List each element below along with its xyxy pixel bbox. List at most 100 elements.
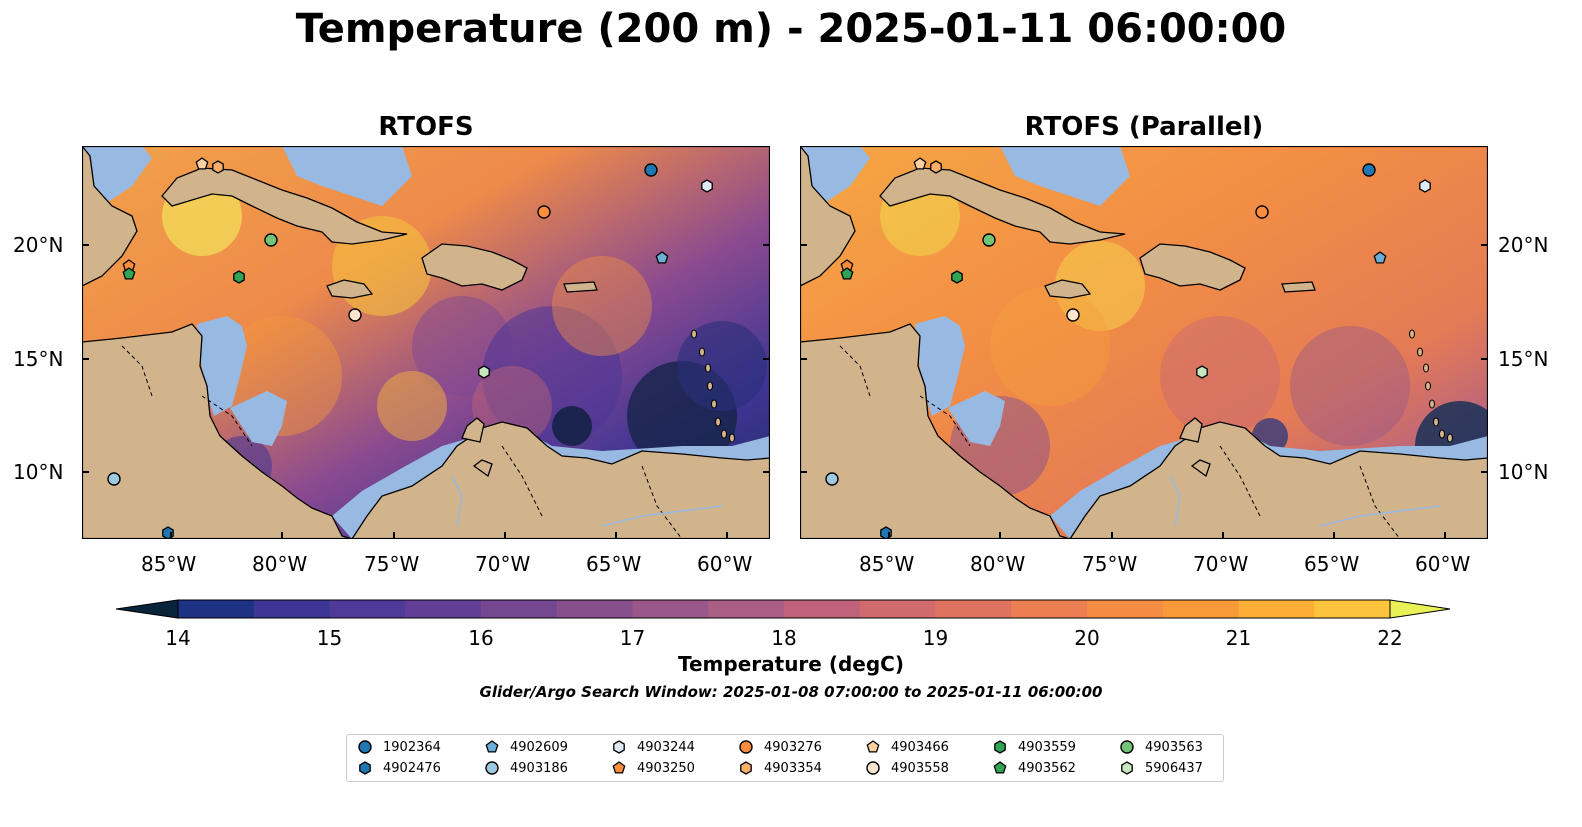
legend-item-4903466: 4903466 — [865, 737, 949, 757]
colorbar-tick-19: 19 — [922, 626, 949, 650]
colorbar-tick-20: 20 — [1074, 626, 1100, 650]
legend-item-1902364: 1902364 — [357, 737, 441, 757]
legend-item-4903563: 4903563 — [1119, 737, 1203, 757]
lat-tick-left-2: 10°N — [13, 460, 64, 484]
colorbar-tick-16: 16 — [468, 626, 494, 650]
map-panel-rtofs-parallel — [800, 146, 1488, 539]
hispaniola-land — [1139, 243, 1246, 291]
float-marker-5906437 — [1196, 365, 1208, 379]
colorbar-tick-21: 21 — [1225, 626, 1252, 650]
circle-marker-icon — [1120, 740, 1134, 754]
legend-label: 4903354 — [764, 760, 822, 776]
legend-item-4903250: 4903250 — [611, 758, 695, 778]
country-borders — [121, 345, 683, 539]
float-marker-4903186 — [825, 472, 839, 486]
legend-item-5906437: 5906437 — [1119, 758, 1203, 778]
float-marker-4903563 — [982, 233, 996, 247]
colorbar-tick-17: 17 — [619, 626, 646, 650]
legend-label: 1902364 — [383, 739, 441, 755]
colorbar-bin-5 — [556, 600, 633, 618]
panel-title-rtofs: RTOFS — [378, 112, 474, 142]
map-panel-rtofs — [82, 146, 770, 539]
lon-tick-right-4: 65°W — [1304, 552, 1360, 576]
legend-label: 4902609 — [510, 739, 568, 755]
lon-tick-right-2: 75°W — [1082, 552, 1138, 576]
pentagon-marker-icon — [612, 761, 626, 774]
colorbar — [116, 599, 1451, 619]
map-frame — [800, 146, 1488, 539]
float-marker-4903563 — [264, 233, 278, 247]
lat-tick-left-0: 20°N — [13, 233, 64, 257]
lon-tick-right-3: 70°W — [1193, 552, 1249, 576]
colorbar-bin-10 — [935, 600, 1012, 618]
yucatan-land — [800, 146, 856, 287]
pentagon-marker-icon — [485, 740, 499, 753]
float-marker-4903244 — [1419, 179, 1431, 193]
legend-label: 4903186 — [510, 760, 568, 776]
legend-item-4903354: 4903354 — [738, 758, 822, 778]
lon-tick-right-5: 60°W — [1415, 552, 1471, 576]
rivers — [451, 475, 723, 527]
colorbar-extend-high — [1389, 599, 1451, 619]
float-marker-4903558 — [1066, 308, 1080, 322]
puerto-rico-land — [563, 281, 598, 293]
jamaica-land — [1044, 279, 1092, 299]
float-marker-4903466 — [913, 157, 927, 170]
legend-item-4903558: 4903558 — [865, 758, 949, 778]
float-marker-4903244 — [701, 179, 713, 193]
float-marker-4903186 — [107, 472, 121, 486]
legend-item-4902609: 4902609 — [484, 737, 568, 757]
pentagon-marker-icon — [993, 761, 1007, 774]
search-window-text: Glider/Argo Search Window: 2025-01-08 07… — [479, 683, 1103, 701]
cuba-land — [161, 167, 408, 245]
hexagon-marker-icon — [994, 740, 1006, 754]
pentagon-marker-icon — [866, 740, 880, 753]
float-marker-4903559 — [233, 270, 245, 284]
float-marker-4903354 — [212, 160, 224, 174]
lon-tick-left-0: 85°W — [141, 552, 197, 576]
float-marker-4902609 — [655, 251, 669, 264]
hexagon-marker-icon — [1121, 761, 1133, 775]
circle-marker-icon — [866, 761, 880, 775]
cuba-land — [879, 167, 1126, 245]
legend-item-4903559: 4903559 — [992, 737, 1076, 757]
float-marker-1902364 — [1362, 163, 1376, 177]
south-america-land — [1069, 421, 1488, 539]
float-marker-4903354 — [930, 160, 942, 174]
lat-tick-right-2: 10°N — [1498, 460, 1549, 484]
float-marker-4902609 — [1373, 251, 1387, 264]
colorbar-bin-9 — [859, 600, 936, 618]
legend-label: 4903276 — [764, 739, 822, 755]
legend-item-4903276: 4903276 — [738, 737, 822, 757]
float-marker-4903276 — [537, 205, 551, 219]
lon-tick-right-1: 80°W — [970, 552, 1026, 576]
legend-label: 4903466 — [891, 739, 949, 755]
colorbar-label: Temperature (degC) — [678, 652, 904, 676]
puerto-rico-land — [1281, 281, 1316, 293]
colorbar-bin-12 — [1087, 600, 1164, 618]
legend-label: 4903558 — [891, 760, 949, 776]
colorbar-tick-14: 14 — [165, 626, 191, 650]
float-marker-4903562 — [840, 267, 854, 280]
legend: 1902364 4902476 4902609 4903186 4903244 49032… — [346, 734, 1224, 782]
colorbar-bin-14 — [1238, 600, 1315, 618]
legend-label: 4902476 — [383, 760, 441, 776]
legend-label: 4903559 — [1018, 739, 1076, 755]
float-marker-1902364 — [644, 163, 658, 177]
map-frame — [82, 146, 770, 539]
panel-title-rtofs-parallel: RTOFS (Parallel) — [1024, 112, 1264, 142]
hispaniola-land — [421, 243, 528, 291]
south-america-land — [351, 421, 770, 539]
colorbar-bin-15 — [1314, 600, 1391, 618]
lon-tick-left-4: 65°W — [586, 552, 642, 576]
colorbar-tick-15: 15 — [316, 626, 343, 650]
colorbar-tick-18: 18 — [771, 626, 797, 650]
jamaica-land — [326, 279, 374, 299]
colorbar-bin-8 — [784, 600, 861, 618]
central-america-land — [800, 323, 1071, 539]
legend-label: 4903563 — [1145, 739, 1203, 755]
central-america-land — [82, 323, 353, 539]
lat-tick-right-0: 20°N — [1498, 233, 1549, 257]
legend-item-4903186: 4903186 — [484, 758, 568, 778]
yucatan-land — [82, 146, 138, 287]
